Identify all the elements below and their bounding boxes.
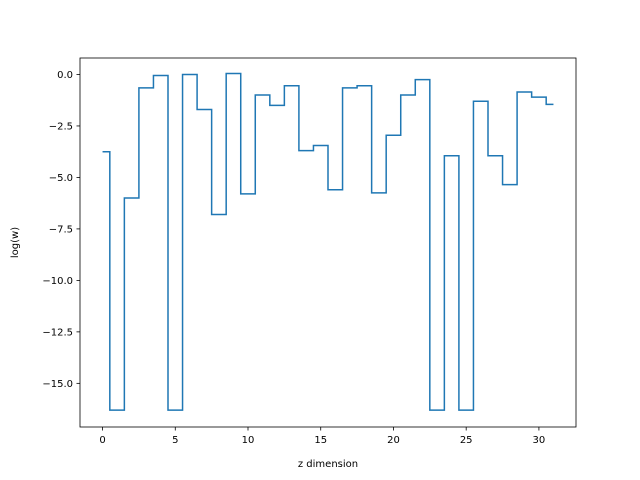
x-tick-label: 5 <box>172 435 178 446</box>
plot-frame <box>79 57 577 428</box>
y-tick-label: −5.0 <box>49 173 73 184</box>
y-tick-label: −7.5 <box>49 224 73 235</box>
x-tick-label: 10 <box>242 435 255 446</box>
series-line <box>102 72 554 411</box>
y-axis: 0.0 −2.5 −5.0 −7.5 −10.0 −12.5 −15.0 <box>42 70 80 390</box>
x-tick-label: 25 <box>460 435 473 446</box>
y-tick-label: −12.5 <box>42 327 73 338</box>
y-tick-label: −15.0 <box>42 379 73 390</box>
y-tick-label: −10.0 <box>42 276 73 287</box>
y-axis-label: log(w) <box>10 227 21 258</box>
x-tick-label: 0 <box>99 435 105 446</box>
x-tick-label: 30 <box>533 435 546 446</box>
x-axis: 0 5 10 15 20 25 30 <box>99 427 545 446</box>
x-axis-label: z dimension <box>298 459 358 470</box>
y-tick-label: 0.0 <box>57 70 73 81</box>
plot-area <box>80 58 576 427</box>
y-tick-label: −2.5 <box>49 121 73 132</box>
x-tick-label: 15 <box>314 435 327 446</box>
x-tick-label: 20 <box>387 435 400 446</box>
